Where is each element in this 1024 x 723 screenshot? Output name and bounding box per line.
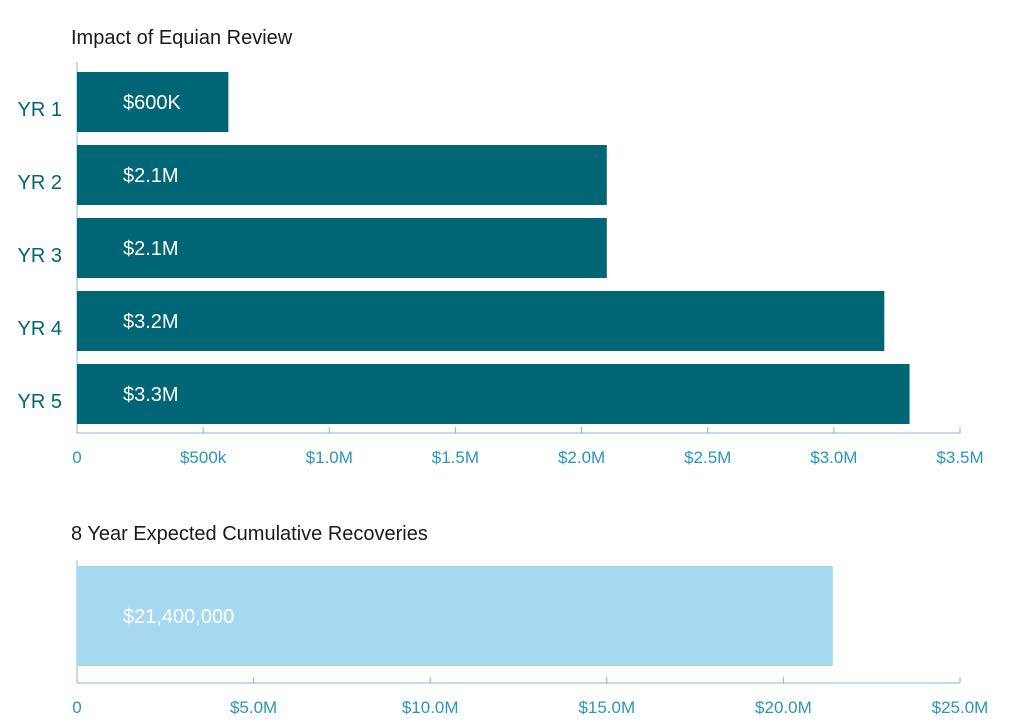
chart2-x-tick-label: $20.0M bbox=[755, 698, 812, 717]
chart2-x-tick-label: $10.0M bbox=[402, 698, 459, 717]
chart1-x-tick-label: $3.5M bbox=[936, 448, 983, 467]
chart1-category-label: YR 5 bbox=[18, 391, 62, 413]
chart2-x-tick-label: $15.0M bbox=[578, 698, 635, 717]
chart1-plot: 0 $500k $1.0M $1.5M $2.0M $2.5M $3.0M $3.5M $600… bbox=[18, 62, 984, 467]
chart1-title: Impact of Equian Review bbox=[71, 27, 293, 49]
chart1-bar-value-label: $3.2M bbox=[123, 311, 179, 333]
chart1-x-tick-label: $2.0M bbox=[558, 448, 605, 467]
chart1-category-label: YR 3 bbox=[18, 245, 62, 267]
chart1-x-tick-label: $1.5M bbox=[432, 448, 479, 467]
chart1-x-tick-label: 0 bbox=[72, 448, 81, 467]
chart1-x-tick-label: $500k bbox=[180, 448, 227, 467]
chart1-category-label: YR 4 bbox=[18, 318, 62, 340]
chart2-x-tick-label: $5.0M bbox=[230, 698, 277, 717]
chart1-bar-value-label: $3.3M bbox=[123, 384, 179, 406]
chart2-plot: 0 $5.0M $10.0M $15.0M $20.0M $25.0M $21,400,00… bbox=[72, 560, 988, 717]
chart1-bar bbox=[77, 72, 229, 132]
chart1-category-label: YR 1 bbox=[18, 99, 62, 121]
chart1-bar-value-label: $600K bbox=[123, 92, 181, 114]
chart2-bar bbox=[77, 566, 833, 666]
chart1-bar bbox=[77, 291, 885, 351]
chart1-x-tick-label: $1.0M bbox=[306, 448, 353, 467]
chart1-bar bbox=[77, 364, 910, 424]
chart1-x-tick-label: $3.0M bbox=[810, 448, 857, 467]
chart1-bar bbox=[77, 145, 607, 205]
chart1-bar-value-label: $2.1M bbox=[123, 238, 179, 260]
chart1-bar bbox=[77, 218, 607, 278]
chart1-bar-value-label: $2.1M bbox=[123, 165, 179, 187]
chart2-x-tick-label: 0 bbox=[72, 698, 81, 717]
chart2-x-tick-label: $25.0M bbox=[932, 698, 989, 717]
chart2-bar-value-label: $21,400,000 bbox=[123, 606, 234, 628]
chart1-x-tick-label: $2.5M bbox=[684, 448, 731, 467]
chart2-title: 8 Year Expected Cumulative Recoveries bbox=[71, 523, 428, 545]
chart1-category-label: YR 2 bbox=[18, 172, 62, 194]
